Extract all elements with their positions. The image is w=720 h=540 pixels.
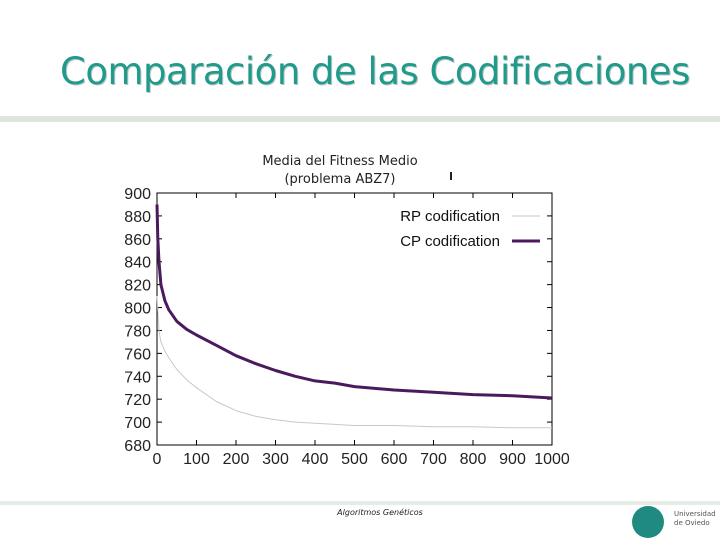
y-tick-label: 880	[124, 209, 151, 226]
y-axis-ticks: 680 700 720 740 760 780 800 820 840 860 880 900	[124, 186, 552, 455]
chart-legend: RP codification CP codification	[400, 208, 540, 250]
chart-axes	[156, 192, 553, 446]
slide-title: Comparación de las Codificaciones	[60, 50, 690, 93]
y-tick-label: 860	[124, 232, 151, 249]
university-name-line-2: de Oviedo	[674, 519, 710, 527]
chart-title: Media del Fitness Medio (problema ABZ7)	[240, 153, 440, 189]
x-tick-label: 700	[420, 451, 447, 468]
footer-text: Algoritmos Genéticos	[337, 508, 423, 517]
university-seal-icon	[632, 506, 664, 538]
chart-title-line-2: (problema ABZ7)	[284, 172, 396, 187]
y-tick-label: 900	[124, 186, 151, 203]
stray-mark	[450, 172, 452, 180]
x-tick-label: 500	[341, 451, 368, 468]
x-tick-label: 400	[302, 451, 329, 468]
legend-label: RP codification	[400, 208, 500, 225]
title-divider	[0, 116, 720, 122]
y-tick-label: 820	[124, 278, 151, 295]
y-tick-label: 700	[124, 415, 151, 432]
x-tick-label: 800	[460, 451, 487, 468]
x-tick-label: 100	[183, 451, 210, 468]
chart-series	[155, 204, 553, 429]
chart-title-line-1: Media del Fitness Medio	[262, 154, 418, 169]
series-line-rp	[156, 296, 552, 429]
footer-divider	[0, 501, 720, 505]
university-name: Universidad de Oviedo	[674, 510, 716, 528]
series-line-cp	[155, 204, 553, 400]
y-tick-label: 680	[124, 438, 151, 455]
x-tick-label: 1000	[534, 451, 570, 468]
x-tick-label: 300	[262, 451, 289, 468]
plot-frame	[156, 192, 553, 446]
y-tick-label: 780	[124, 323, 151, 340]
y-tick-label: 800	[124, 301, 151, 318]
x-tick-label: 200	[223, 451, 250, 468]
university-name-line-1: Universidad	[674, 510, 716, 518]
x-tick-label: 600	[381, 451, 408, 468]
x-tick-label: 0	[153, 451, 162, 468]
x-axis-ticks: 0 100 200 300 400 500 600 700 800 900 1000	[153, 193, 570, 468]
y-tick-label: 720	[124, 392, 151, 409]
x-tick-label: 900	[499, 451, 526, 468]
y-tick-label: 740	[124, 369, 151, 386]
legend-label: CP codification	[400, 233, 500, 250]
y-tick-label: 840	[124, 255, 151, 272]
y-tick-label: 760	[124, 346, 151, 363]
